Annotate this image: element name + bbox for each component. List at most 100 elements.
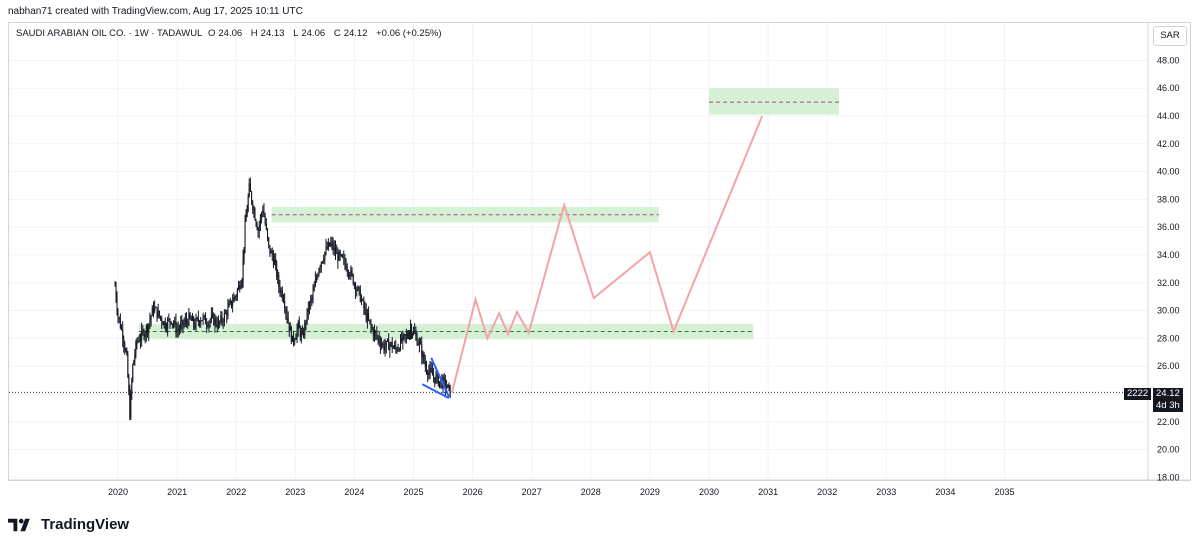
candle-body xyxy=(370,321,372,327)
chart-caption: nabhan71 created with TradingView.com, A… xyxy=(8,6,303,17)
candle-body xyxy=(336,252,338,254)
x-tick-label: 2035 xyxy=(994,487,1014,497)
tradingview-logo-icon xyxy=(8,518,30,531)
candle-body xyxy=(347,271,349,275)
x-tick-label: 2034 xyxy=(935,487,955,497)
candle-body xyxy=(414,331,416,334)
candle-body xyxy=(271,251,273,257)
candle-body xyxy=(381,344,383,347)
candle-body xyxy=(265,223,267,229)
candle-body xyxy=(290,327,292,342)
candle-body xyxy=(235,296,237,298)
candle-body xyxy=(141,330,143,340)
candle-body xyxy=(178,328,180,330)
y-tick-label: 22.00 xyxy=(1157,417,1180,427)
candle-body xyxy=(311,297,313,300)
candle-body xyxy=(279,286,281,293)
candle-body xyxy=(443,377,445,380)
candle-body xyxy=(423,353,425,363)
candle-body xyxy=(371,326,373,330)
candle-body xyxy=(353,283,355,285)
candle-body xyxy=(288,322,290,331)
candle-body xyxy=(376,332,378,337)
candle-body xyxy=(222,321,224,323)
candle-body xyxy=(413,331,414,334)
candle-body xyxy=(165,328,167,330)
zone-2 xyxy=(709,88,840,115)
candle-body xyxy=(255,219,257,225)
candle-body xyxy=(281,290,283,299)
candle-body xyxy=(225,312,227,314)
symbol-legend: SAUDI ARABIAN OIL CO. · 1W · TADAWUL O 24… xyxy=(16,28,445,39)
candle-body xyxy=(124,344,126,351)
candle-body xyxy=(418,341,420,345)
y-tick-label: 46.00 xyxy=(1157,83,1180,93)
tradingview-logo[interactable]: TradingView xyxy=(8,516,129,533)
candle-body xyxy=(324,252,326,260)
currency-button[interactable]: SAR xyxy=(1153,26,1187,46)
close-label: C xyxy=(333,28,341,39)
x-tick-label: 2029 xyxy=(640,487,660,497)
candle-body xyxy=(356,289,358,292)
candle-body xyxy=(362,299,364,301)
candle-body xyxy=(379,342,381,347)
candle-body xyxy=(196,318,198,320)
candle-body xyxy=(223,313,225,323)
candle-body xyxy=(412,333,414,335)
candle-body xyxy=(272,256,274,265)
candle-body xyxy=(243,247,245,258)
candle-body xyxy=(244,221,246,248)
candle-body xyxy=(248,183,250,197)
bar-countdown-tag: 4d 3h xyxy=(1153,400,1183,412)
candle-body xyxy=(431,371,433,376)
open-value: 24.06 xyxy=(218,28,243,39)
candle-body xyxy=(206,323,208,326)
candle-body xyxy=(385,340,387,347)
candle-body xyxy=(332,242,334,250)
candle-body xyxy=(291,335,293,342)
candle-body xyxy=(340,254,342,256)
y-tick-label: 20.00 xyxy=(1157,445,1180,455)
candle-body xyxy=(261,213,263,217)
candle-body xyxy=(142,330,144,332)
candle-body xyxy=(217,321,219,328)
candle-body xyxy=(351,269,353,275)
candle-body xyxy=(316,277,318,280)
candle-body xyxy=(417,344,419,346)
candle-body xyxy=(259,216,261,225)
candle-body xyxy=(228,303,230,307)
candle-body xyxy=(327,242,329,249)
candle-body xyxy=(360,299,362,302)
candle-body xyxy=(346,270,348,272)
candle-body xyxy=(131,380,133,394)
y-tick-label: 36.00 xyxy=(1157,222,1180,232)
candle-body xyxy=(240,284,242,289)
candle-body xyxy=(325,246,327,253)
candle-body xyxy=(190,318,192,321)
candle-body xyxy=(245,216,247,222)
candle-body xyxy=(258,224,260,231)
candle-body xyxy=(427,371,429,375)
candle-body xyxy=(342,254,344,258)
projection-path xyxy=(450,115,764,393)
candle-body xyxy=(256,224,258,230)
candle-body xyxy=(268,237,270,246)
candle-body xyxy=(444,379,446,389)
candle-body xyxy=(436,374,438,376)
candle-body xyxy=(121,328,123,330)
candle-body xyxy=(363,299,365,309)
candle-body xyxy=(375,331,377,333)
candle-body xyxy=(158,310,160,317)
candle-body xyxy=(358,286,360,289)
candle-body xyxy=(175,321,177,333)
candle-body xyxy=(434,377,436,383)
candle-body xyxy=(187,321,189,326)
y-tick-label: 44.00 xyxy=(1157,111,1180,121)
candle-body xyxy=(186,319,188,322)
candle-body xyxy=(127,353,129,377)
candle-body xyxy=(132,364,134,381)
candle-body xyxy=(405,334,407,336)
candle-body xyxy=(416,335,418,345)
symbol-name: SAUDI ARABIAN OIL CO. · 1W · TADAWUL xyxy=(16,28,203,39)
